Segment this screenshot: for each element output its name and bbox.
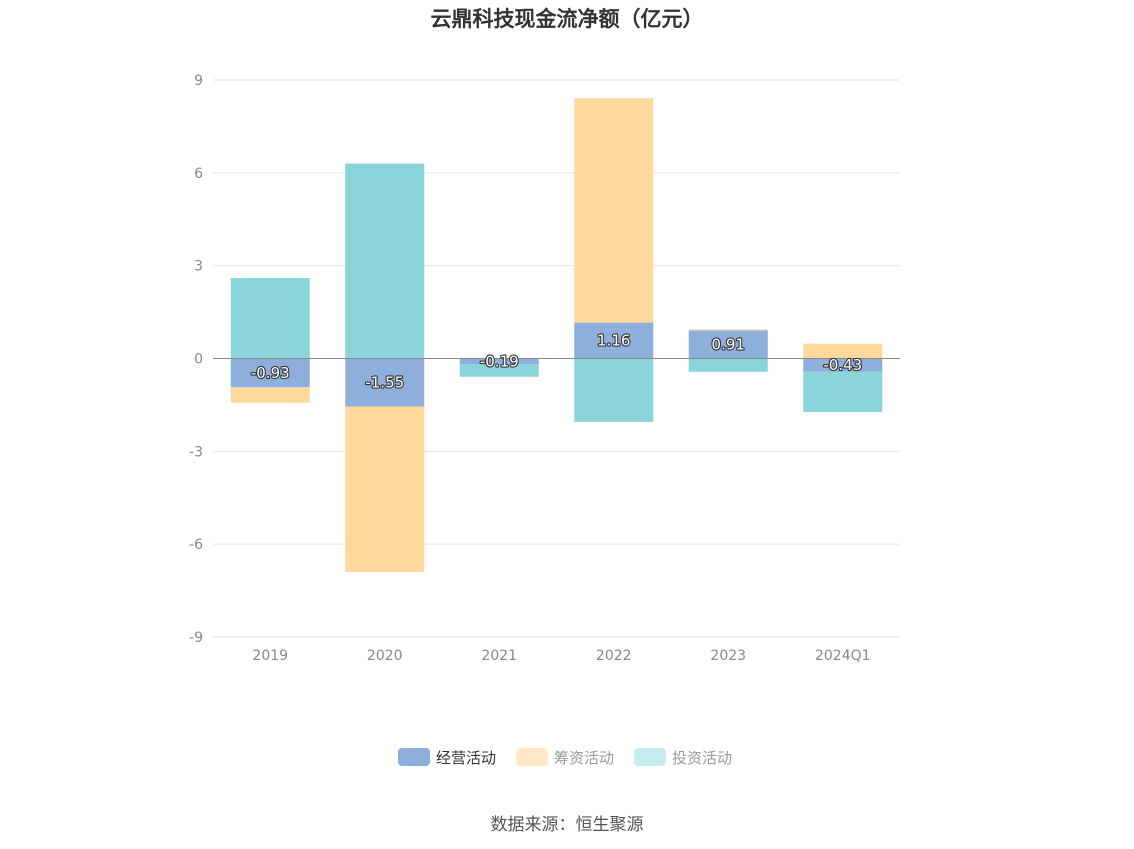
bar-segment [574, 358, 654, 422]
bar-segment [459, 364, 539, 377]
y-tick-label: -9 [189, 630, 203, 646]
bar-segment [574, 98, 654, 323]
data-label: 1.16 [597, 332, 630, 350]
x-axis-ticks: 2019 2020 2021 2022 2023 2024Q1 [252, 648, 870, 664]
y-tick-label: -3 [189, 444, 203, 460]
bar-segment [574, 322, 654, 359]
bar-segment [459, 358, 539, 365]
legend-label[interactable]: 投资活动 [672, 749, 732, 767]
legend-swatch [516, 748, 548, 766]
legend: 经营活动 筹资活动 投资活动 [398, 748, 732, 767]
legend-swatch [634, 748, 666, 766]
y-tick-label: 0 [194, 352, 203, 368]
bars [230, 98, 883, 573]
bar-segment [345, 163, 425, 359]
data-label: 0.91 [712, 335, 745, 353]
bar-segment [345, 358, 425, 407]
x-tick-label: 2019 [252, 648, 288, 664]
bar-segment [345, 406, 425, 573]
data-labels: -0.93 -1.55 -0.19 1.16 0.91 -0.43 [250, 330, 864, 392]
bar-segment [688, 358, 768, 372]
data-label: -0.93 [251, 364, 290, 382]
chart-title: 云鼎科技现金流净额（亿元） [431, 7, 704, 31]
bar-segment [803, 358, 883, 372]
data-label: -0.43 [823, 356, 862, 374]
bar-segment [803, 343, 883, 359]
y-tick-label: 6 [194, 166, 203, 182]
data-label: -0.19 [480, 352, 519, 370]
y-tick-label: -6 [189, 537, 203, 553]
bar-segment [230, 387, 310, 403]
data-label: -1.55 [365, 373, 404, 391]
bar-segment [688, 330, 768, 359]
bar-segment [230, 358, 310, 388]
bar-segment [688, 329, 768, 331]
y-tick-label: 9 [194, 73, 203, 89]
legend-label[interactable]: 筹资活动 [554, 749, 614, 767]
legend-label[interactable]: 经营活动 [436, 749, 496, 767]
x-tick-label: 2024Q1 [815, 648, 871, 664]
x-tick-label: 2023 [710, 648, 746, 664]
y-tick-label: 3 [194, 259, 203, 275]
bar-segment [803, 371, 883, 413]
legend-swatch [398, 748, 430, 766]
y-axis-ticks: 9 6 3 0 -3 -6 -9 [189, 73, 203, 646]
x-tick-label: 2021 [481, 648, 517, 664]
x-tick-label: 2020 [367, 648, 403, 664]
source-note: 数据来源：恒生聚源 [491, 815, 644, 835]
x-tick-label: 2022 [596, 648, 632, 664]
bar-segment [230, 278, 310, 359]
